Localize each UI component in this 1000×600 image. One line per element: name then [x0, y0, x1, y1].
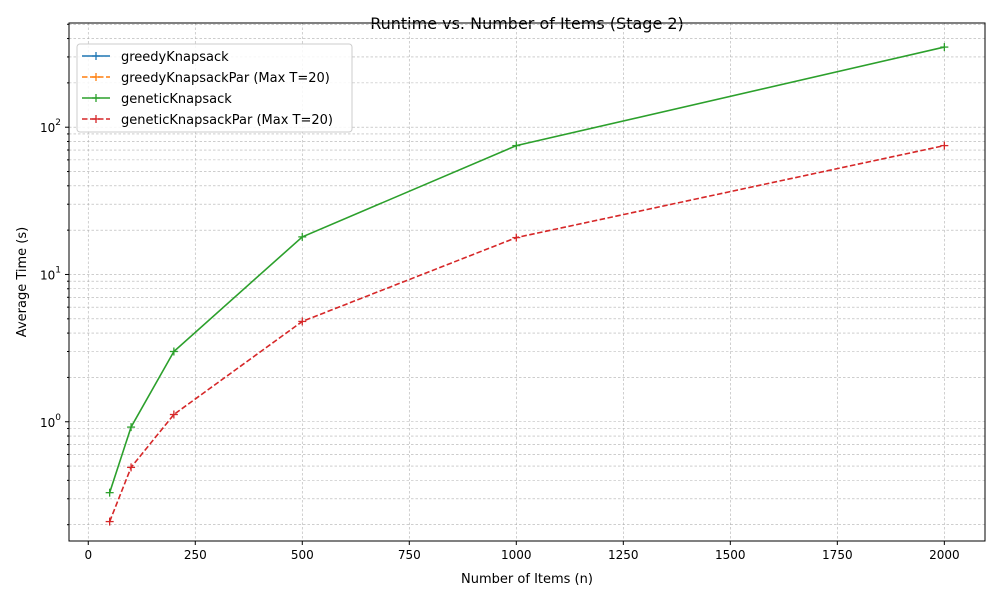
legend-label: greedyKnapsackPar (Max T=20) [121, 71, 330, 86]
y-tick-label: 102 [40, 118, 61, 135]
legend-item: geneticKnapsackPar (Max T=20) [82, 113, 333, 128]
x-axis: 0 250 500 750 1000 1250 1500 1750 2000 [84, 541, 960, 562]
data-point-marker [298, 317, 307, 326]
plot-series [105, 43, 949, 526]
plot-frame [68, 22, 986, 542]
legend-item: greedyKnapsackPar (Max T=20) [82, 71, 330, 86]
y-axis: 100 101 102 [40, 23, 69, 526]
data-point-marker [127, 463, 136, 472]
data-point-marker [105, 488, 114, 497]
x-tick-label: 1750 [822, 548, 853, 562]
x-tick-label: 1000 [501, 548, 532, 562]
legend-label: geneticKnapsack [121, 92, 232, 107]
y-tick-label: 100 [40, 413, 61, 430]
data-point-marker [512, 233, 521, 242]
data-point-marker [940, 43, 949, 52]
data-point-marker [298, 232, 307, 241]
series-line [108, 46, 945, 493]
legend-item: geneticKnapsack [82, 92, 232, 107]
x-tick-label: 1500 [715, 548, 746, 562]
legend-label: greedyKnapsack [121, 50, 229, 65]
data-point-marker [127, 423, 136, 432]
x-tick-label: 0 [84, 548, 92, 562]
x-axis-label: Number of Items (n) [461, 572, 593, 587]
legend: greedyKnapsack greedyKnapsackPar (Max T=2… [76, 43, 353, 133]
data-point-marker [105, 517, 114, 526]
x-tick-label: 750 [398, 548, 421, 562]
x-tick-label: 250 [184, 548, 207, 562]
legend-box [76, 43, 353, 133]
data-point-marker [940, 141, 949, 150]
legend-label: geneticKnapsackPar (Max T=20) [121, 113, 333, 128]
x-tick-label: 2000 [929, 548, 960, 562]
data-point-marker [169, 347, 178, 356]
y-tick-label: 101 [40, 265, 61, 282]
series-line [108, 144, 945, 522]
y-axis-label: Average Time (s) [15, 227, 30, 337]
data-point-marker [169, 410, 178, 419]
x-tick-label: 500 [291, 548, 314, 562]
x-tick-label: 1250 [608, 548, 639, 562]
data-point-marker [512, 141, 521, 150]
legend-item: greedyKnapsack [82, 50, 229, 65]
